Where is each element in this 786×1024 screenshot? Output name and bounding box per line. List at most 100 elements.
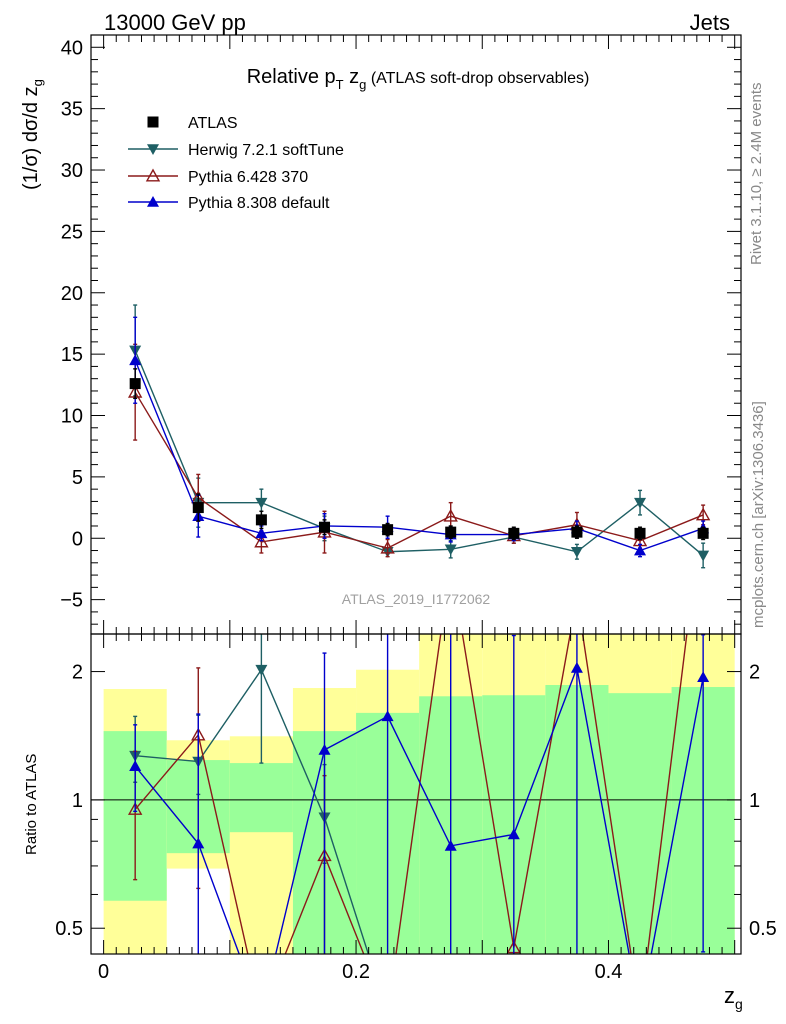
legend-marker: [147, 116, 159, 128]
analysis-id: ATLAS_2019_I1772062: [342, 591, 491, 607]
x-tick-label: 0: [98, 961, 109, 983]
series-line: [134, 391, 704, 549]
chart-title: Relative pT zg (ATLAS soft-drop observab…: [247, 66, 590, 92]
legend-label: ATLAS: [188, 115, 238, 132]
data-point: [192, 502, 204, 514]
chart-title-sub2: g: [359, 77, 366, 92]
data-point: [634, 497, 647, 509]
ratio-clip-group: [127, 634, 710, 954]
chart-title-mid: z: [344, 66, 360, 88]
data-point: [697, 527, 709, 539]
ratio-bands: [91, 634, 741, 954]
data-point: [255, 514, 267, 526]
y-tick-label: −5: [60, 590, 83, 612]
ratio-band-inner: [608, 693, 672, 954]
ratio-point: [129, 760, 142, 771]
chart-title-main: Relative p: [247, 66, 336, 88]
ratio-point: [507, 828, 520, 840]
chart-title-tail: (ATLAS soft-drop observables): [366, 70, 589, 87]
series-line: [134, 350, 704, 556]
ratio-frame: [90, 633, 742, 955]
data-point: [695, 507, 711, 521]
header-right-title: Jets: [690, 10, 730, 35]
x-axis-label-main: z: [724, 983, 735, 1008]
ratio-y-tick-label-right: 2: [749, 662, 760, 684]
legend-label: Pythia 8.308 default: [188, 195, 330, 212]
y-axis-label: (1/σ) dσ/d zg: [20, 79, 45, 190]
series-1: [129, 304, 710, 569]
ratio-line: [135, 668, 370, 954]
ratio-y-tick-label-right: 0.5: [749, 918, 777, 940]
ratio-point: [127, 801, 143, 815]
data-point: [255, 497, 268, 509]
ratio-point: [381, 710, 394, 722]
ratio-line: [134, 634, 688, 954]
data-point: [255, 527, 268, 539]
ratio-point: [444, 839, 457, 851]
data-point: [129, 354, 142, 366]
ratio-band-inner: [229, 763, 293, 833]
y-axis-label-sub: g: [30, 79, 45, 86]
y-tick-label: 20: [61, 283, 83, 305]
data-point: [697, 550, 710, 562]
mcplots-label: mcplots.cern.ch [arXiv:1306.3436]: [750, 401, 767, 628]
data-point: [445, 526, 457, 538]
legend-marker: [147, 196, 159, 207]
legend-label: Herwig 7.2.1 softTune: [188, 142, 344, 159]
ratio-line: [134, 665, 704, 954]
legend-marker: [147, 144, 159, 155]
x-axis-label-sub: g: [735, 996, 743, 1012]
ratio-y-tick-label: 2: [72, 662, 83, 684]
series-line: [134, 360, 704, 552]
main-series: [127, 304, 711, 569]
header-left-title: 13000 GeV pp: [104, 10, 246, 35]
ratio-y-tick-label-right: 1: [749, 790, 760, 812]
chart-title-sub1: T: [336, 77, 344, 92]
data-point: [508, 527, 520, 539]
y-axis-label-main: (1/σ) dσ/d z: [20, 86, 42, 190]
legend-marker: [145, 168, 161, 182]
y-tick-label: 30: [61, 160, 83, 182]
x-axis-label: zg: [724, 983, 743, 1012]
y-tick-label: 10: [61, 406, 83, 428]
data-point: [634, 544, 647, 556]
data-point: [382, 524, 394, 536]
ratio-point: [255, 664, 268, 676]
legend-item-3: Pythia 8.308 default: [128, 195, 330, 212]
data-point: [254, 534, 269, 548]
legend-label: Pythia 6.428 370: [188, 169, 308, 186]
ratio-y-tick-label: 1: [72, 790, 83, 812]
x-tick-label: 0.4: [595, 961, 623, 983]
x-tick-label: 0.2: [342, 961, 370, 983]
plot-frames: [90, 34, 742, 955]
rivet-label: Rivet 3.1.10, ≥ 2.4M events: [748, 83, 765, 266]
legend: ATLAS Herwig 7.2.1 softTune Pythia 6.428 3…: [128, 115, 344, 212]
ratio-y-tick-label: 0.5: [55, 918, 83, 940]
ratio-series-2: [129, 634, 710, 954]
series-2: [127, 343, 711, 558]
ratio-point: [697, 671, 710, 683]
series-3: [129, 316, 710, 558]
ratio-point: [318, 743, 331, 755]
y-tick-label: 35: [61, 99, 83, 121]
y-tick-label: 15: [61, 344, 83, 366]
ratio-point: [570, 661, 583, 673]
ratio-y-axis-label: Ratio to ATLAS: [23, 754, 40, 855]
data-point: [129, 378, 141, 390]
legend-item-0: ATLAS: [147, 115, 238, 132]
y-tick-label: 40: [61, 37, 83, 59]
y-tick-label: 25: [61, 221, 83, 243]
legend-item-1: Herwig 7.2.1 softTune: [128, 142, 344, 159]
ratio-point: [192, 837, 205, 849]
data-point: [318, 521, 330, 533]
y-tick-label: 0: [72, 528, 83, 550]
data-point: [571, 526, 583, 538]
data-point: [570, 546, 583, 558]
axis-ticks: −5 0 5 10 15 20 25 30 35 40 0 0.2 0.4 0.5 0.5 1 1 2 2: [55, 34, 777, 983]
legend-item-2: Pythia 6.428 370: [128, 168, 308, 186]
y-tick-label: 5: [72, 467, 83, 489]
data-point: [634, 527, 646, 539]
ratio-series: [127, 634, 710, 954]
data-point: [380, 540, 395, 554]
